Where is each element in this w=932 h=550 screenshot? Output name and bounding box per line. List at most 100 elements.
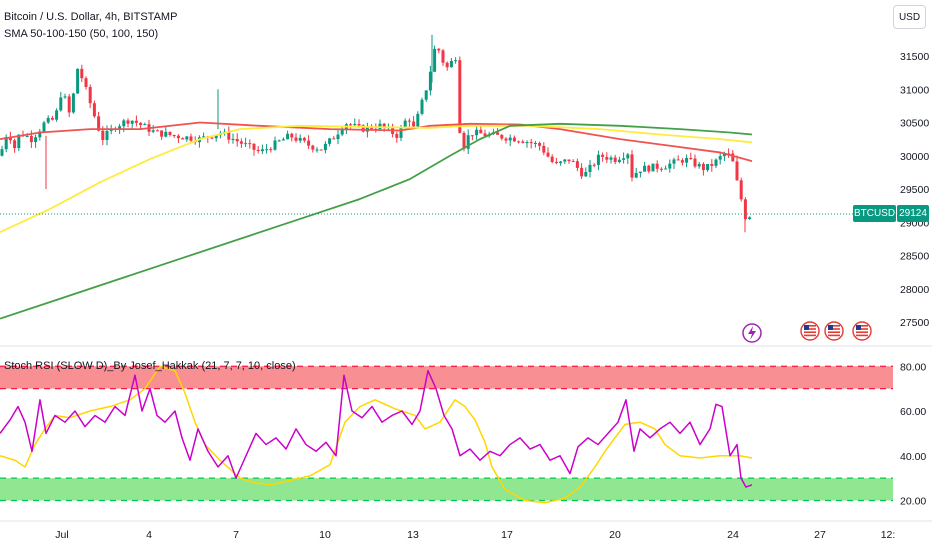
candlestick-series — [0, 34, 752, 233]
candle-body — [559, 161, 563, 164]
time-axis-tick: 17 — [501, 529, 513, 541]
stoch-axis-tick: 40.00 — [900, 451, 926, 463]
candle-body — [710, 164, 714, 166]
candle-body — [596, 154, 600, 165]
candle-body — [139, 122, 143, 126]
candle-body — [294, 137, 298, 141]
candle-body — [269, 149, 273, 151]
candle-body — [433, 48, 437, 72]
overbought-band — [0, 366, 893, 389]
price-axis-tick: 30000 — [900, 151, 929, 163]
candle-body — [118, 126, 122, 130]
flag-icon-stripe — [856, 325, 868, 327]
flag-icon-stripe — [804, 331, 816, 333]
candle-body — [508, 137, 512, 141]
candle-body — [319, 149, 323, 151]
sma-100-line — [0, 124, 753, 234]
candle-body — [235, 138, 239, 142]
candle-body — [214, 135, 218, 139]
candle-body — [483, 133, 487, 136]
candle-body — [407, 120, 411, 122]
candle-body — [420, 99, 424, 114]
sma-150-line — [0, 122, 753, 320]
candle-body — [181, 138, 185, 140]
candle-body — [151, 130, 155, 132]
candle-body — [239, 141, 243, 144]
time-axis-tick: 27 — [814, 529, 826, 541]
candle-body — [605, 156, 609, 160]
flag-icon-circle — [852, 321, 872, 341]
candle-body — [71, 93, 75, 113]
candle-body — [580, 167, 584, 177]
candle-body — [4, 137, 8, 150]
candle-body — [46, 117, 50, 123]
symbol-title[interactable]: Bitcoin / U.S. Dollar, 4h, BITSTAMP — [4, 11, 178, 23]
candle-body — [659, 168, 663, 170]
candle-body — [0, 149, 4, 156]
candle-body — [693, 158, 697, 167]
flag-icon-canton — [804, 325, 809, 330]
candle-body — [626, 154, 630, 159]
candle-body — [273, 140, 277, 150]
sma-indicator-label[interactable]: SMA 50-100-150 (50, 100, 150) — [4, 28, 159, 40]
flag-icon-stripe — [828, 331, 840, 333]
candle-body — [286, 133, 290, 140]
candle-body — [357, 124, 361, 126]
candle-body — [17, 134, 21, 149]
candle-body — [34, 137, 38, 143]
candle-body — [168, 131, 172, 136]
candle-body — [403, 120, 407, 129]
candle-body — [172, 135, 176, 137]
candle-body — [748, 217, 752, 220]
candle-body — [105, 130, 109, 141]
candle-body — [466, 135, 470, 149]
candle-body — [290, 133, 294, 138]
candle-body — [588, 164, 592, 172]
candle-body — [13, 140, 17, 149]
candle-body — [248, 143, 252, 145]
candle-body — [336, 134, 340, 140]
stoch-axis-tick: 80.00 — [900, 361, 926, 373]
candle-body — [155, 130, 159, 132]
candle-body — [328, 138, 332, 144]
candle-body — [29, 136, 33, 143]
flag-icon-canton — [828, 325, 833, 330]
candle-body — [722, 153, 726, 157]
candle-body — [323, 143, 327, 151]
price-axis-tick: 27500 — [900, 317, 929, 329]
candle-body — [311, 145, 315, 150]
flag-icon-stripe — [856, 334, 868, 337]
time-axis-tick: Jul — [55, 529, 68, 541]
candle-body — [92, 103, 96, 117]
candle-body — [601, 154, 605, 157]
candle-body — [298, 137, 302, 141]
candle-body — [50, 117, 54, 120]
currency-button[interactable]: USD — [893, 5, 926, 29]
price-axis-tick: 28000 — [900, 284, 929, 296]
candle-body — [67, 96, 71, 113]
flag-icon-circle — [800, 321, 820, 341]
candle-body — [634, 172, 638, 178]
flag-icon-stripe — [828, 334, 840, 337]
candle-body — [38, 131, 42, 138]
time-axis-tick: 24 — [727, 529, 739, 541]
flag-icon-stripe — [804, 328, 816, 330]
lightning-icon-bolt — [748, 326, 756, 340]
candle-body — [315, 149, 319, 151]
flag-icon-stripe — [856, 328, 868, 330]
candle-body — [554, 162, 558, 164]
candle-body — [353, 124, 357, 126]
stoch-rsi-label[interactable]: Stoch RSI (SLOW D)_By Josef_Hakkak (21, … — [4, 360, 296, 372]
candle-body — [164, 131, 168, 137]
candle-body — [617, 159, 621, 162]
candle-body — [647, 165, 651, 172]
candle-body — [256, 149, 260, 152]
price-axis-tick: 29500 — [900, 184, 929, 196]
event-icons — [742, 321, 872, 343]
candle-body — [126, 120, 130, 124]
candle-body — [445, 62, 449, 68]
candle-body — [504, 138, 508, 141]
candle-body — [244, 143, 248, 145]
